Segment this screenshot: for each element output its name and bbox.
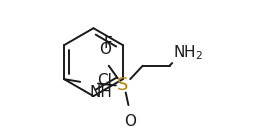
- Text: O: O: [124, 114, 136, 129]
- Text: S: S: [117, 76, 129, 94]
- Text: NH$_2$: NH$_2$: [173, 43, 203, 62]
- Text: Cl: Cl: [97, 73, 112, 88]
- Text: F: F: [104, 36, 112, 51]
- Text: NH: NH: [89, 84, 112, 100]
- Text: O: O: [99, 42, 111, 57]
